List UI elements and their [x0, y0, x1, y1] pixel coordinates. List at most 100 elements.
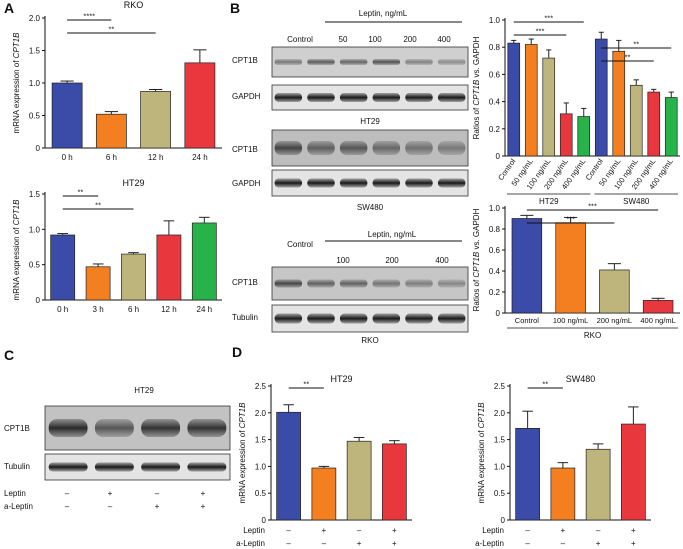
chart-title: SW480: [566, 374, 596, 384]
x-tick-label: 6 h: [106, 153, 117, 162]
blot-b-bot-dose: 400: [435, 256, 449, 265]
y-tick-label: 0: [36, 296, 41, 305]
aleptin-sign: –: [286, 539, 291, 548]
significance-label: ***: [566, 215, 575, 224]
bar: [51, 82, 83, 149]
bar: [524, 44, 538, 157]
blot-b-top-dose: 100: [368, 35, 382, 44]
blot-band: [274, 141, 303, 155]
blot-band: [405, 93, 433, 102]
bar: [511, 218, 543, 314]
bar: [191, 222, 217, 301]
bar: [184, 62, 216, 149]
blot-b-mid-row-cpt1b: CPT1B: [232, 145, 258, 154]
bar: [629, 84, 643, 157]
blot-c-leptin-sign: –: [65, 489, 70, 498]
blot-band: [274, 178, 303, 188]
blot-band: [141, 462, 181, 472]
blot-band: [307, 178, 335, 188]
blot-band: [339, 313, 368, 324]
y-tick-label: 0: [496, 309, 501, 318]
blot-frame: [271, 129, 469, 167]
bar: [599, 269, 630, 314]
bar: [642, 300, 674, 314]
blot-b-bot-leptin-label: Leptin, ng/mL: [368, 230, 417, 239]
bar: [276, 411, 301, 521]
blot-band: [274, 59, 303, 65]
blot-band: [339, 141, 368, 155]
aleptin-row-label: a-Leptin: [475, 539, 504, 548]
blot-band: [307, 141, 335, 155]
blot-strip-tubulin-rko: [271, 304, 469, 333]
bar: [382, 443, 407, 521]
significance-label: **: [542, 380, 548, 389]
y-tick-label: 0.8: [489, 225, 501, 234]
bar: [550, 467, 576, 521]
bar: [555, 222, 586, 314]
blot-b-top-cell: HT29: [360, 117, 380, 126]
chart-a-ht29: 0 0.5 1.0 1.5 mRNA expression of CPT1B HT29 0 …: [12, 178, 222, 314]
y-tick-label: 1.0: [29, 225, 41, 234]
blot-band: [405, 313, 433, 324]
blot-band: [372, 178, 401, 188]
blot-c-aleptin-row: a-Leptin: [4, 502, 33, 511]
blot-c-leptin-row: Leptin: [4, 489, 26, 498]
x-tick-label: Control: [515, 316, 540, 325]
panel-label-b: B: [230, 0, 240, 16]
significance-label: ****: [83, 12, 95, 21]
blot-strip-cpt1b-c: [44, 405, 231, 451]
blot-b-mid-row-gapdh: GAPDH: [232, 179, 261, 188]
blot-strip-gapdh-sw480: [271, 169, 469, 197]
x-tick-label: 100 ng/mL: [553, 316, 588, 325]
bar: [664, 97, 678, 157]
y-tick-label: 2.0: [255, 409, 267, 418]
blot-c-leptin-sign: +: [108, 489, 113, 498]
aleptin-sign: +: [357, 539, 362, 548]
y-tick-label: 1.5: [29, 190, 41, 199]
y-tick-label: 0.5: [29, 261, 41, 270]
blot-c-leptin-sign: –: [155, 489, 160, 498]
blot-c-row-tubulin: Tubulin: [4, 462, 30, 471]
x-tick-label: 6 h: [128, 305, 139, 314]
bar: [585, 448, 611, 521]
y-axis-label: Ratios of CPT1B vs. GAPDH: [472, 36, 481, 139]
leptin-sign: +: [561, 526, 566, 535]
aleptin-sign: +: [631, 539, 636, 548]
y-axis-label: mRNA expression of CPT1B: [238, 402, 247, 504]
blot-band: [94, 462, 134, 472]
leptin-row-label: Leptin: [243, 526, 265, 535]
y-axis-label: Ratios of CPT1B vs. GAPDH: [472, 208, 481, 311]
blot-band: [339, 178, 368, 188]
blot-c-aleptin-sign: –: [108, 502, 113, 511]
significance-label: ***: [588, 202, 597, 211]
blot-c-ht29: HT29 CPT1B Tubulin Leptin a-Leptin – + –…: [4, 386, 231, 511]
y-tick-label: 0: [496, 152, 501, 161]
y-tick-label: 1.0: [29, 79, 41, 88]
panel-label-c: C: [4, 347, 14, 363]
bar: [95, 113, 127, 149]
y-tick-label: 0: [501, 516, 506, 525]
blot-frame: [271, 304, 469, 333]
blot-band: [94, 419, 134, 437]
blot-band: [274, 313, 303, 324]
blot-band: [437, 93, 466, 102]
y-tick-label: 0.5: [29, 112, 41, 121]
significance-label: **: [633, 40, 639, 49]
aleptin-sign: –: [561, 539, 566, 548]
x-tick-label: 400 ng/mL: [640, 316, 675, 325]
bar: [311, 467, 337, 521]
y-tick-label: 1.5: [29, 47, 41, 56]
blot-band: [405, 59, 433, 65]
y-tick-label: 0.4: [489, 267, 501, 276]
blot-c-aleptin-sign: +: [155, 502, 160, 511]
bar: [50, 234, 76, 301]
y-tick-label: 0: [262, 516, 267, 525]
blot-strip-cpt1b-sw480: [271, 129, 469, 167]
blot-band: [307, 313, 335, 324]
group-label: RKO: [584, 331, 601, 340]
significance-label: **: [108, 25, 114, 34]
leptin-sign: +: [631, 526, 636, 535]
bar: [647, 91, 661, 157]
blot-b-bot-dose: 100: [336, 256, 350, 265]
y-tick-label: 1.5: [255, 436, 267, 445]
